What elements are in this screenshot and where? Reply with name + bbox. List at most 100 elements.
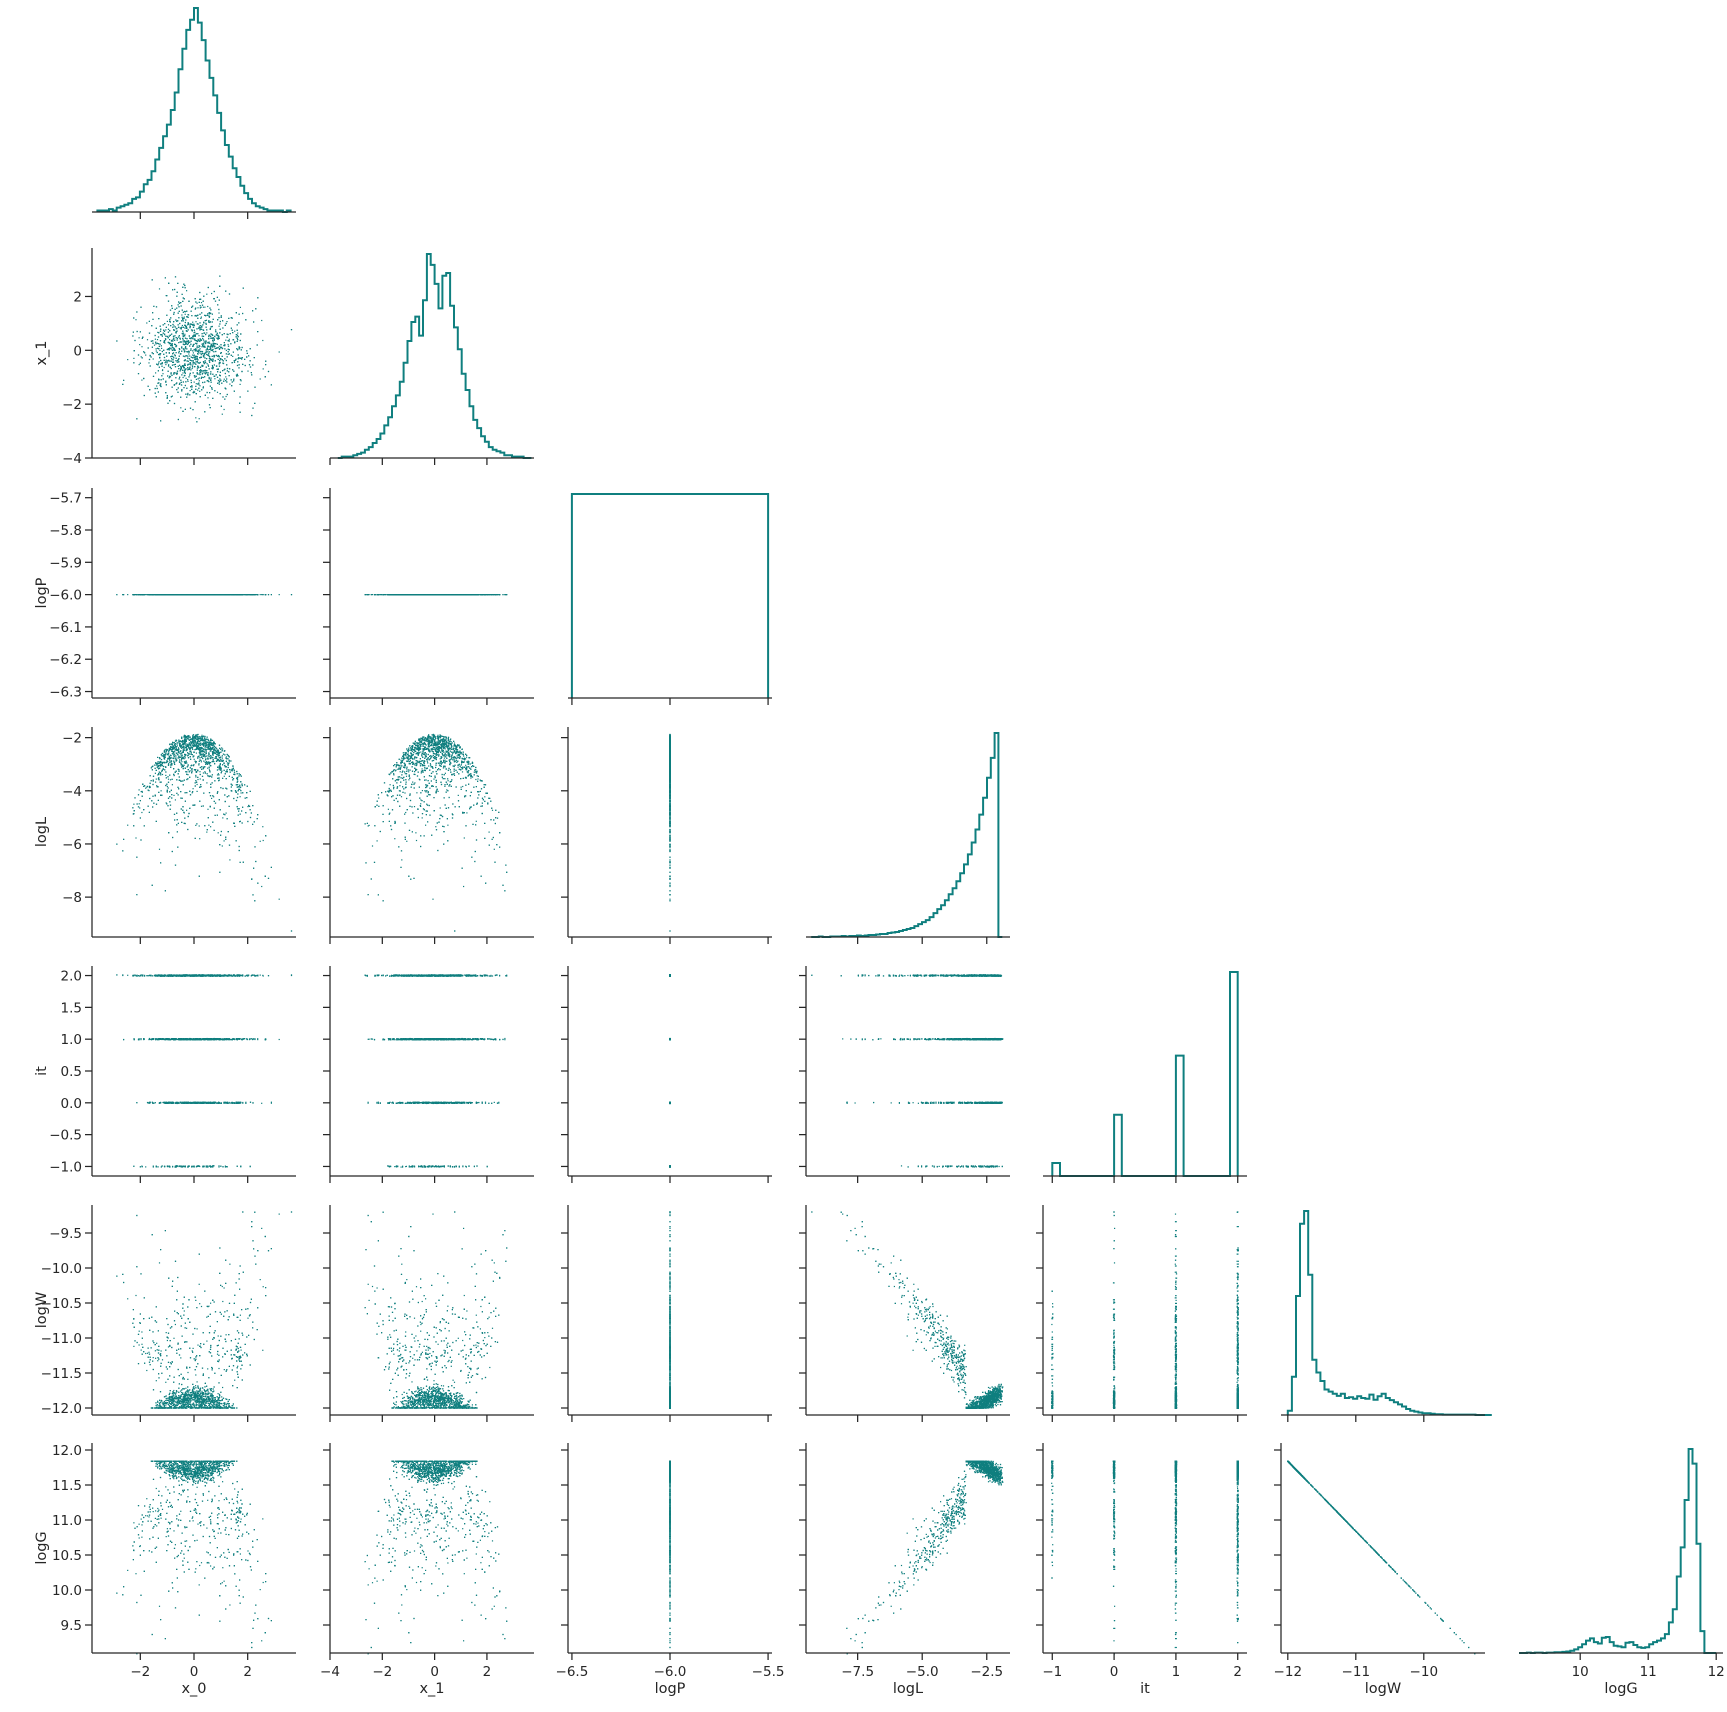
scatter-point [188, 329, 189, 330]
scatter-point [211, 293, 212, 294]
scatter-point [228, 351, 229, 352]
scatter-point [159, 288, 160, 289]
scatter-point [203, 322, 204, 323]
scatter-point [164, 331, 165, 332]
scatter-point [205, 341, 206, 342]
scatter-point [175, 360, 176, 361]
scatter-point [184, 360, 185, 361]
scatter-point [188, 343, 189, 344]
scatter-point [237, 365, 238, 366]
scatter-point [173, 325, 174, 326]
scatter-point [265, 364, 266, 365]
scatter-point [222, 359, 223, 360]
scatter-point [215, 360, 216, 361]
scatter-point [164, 323, 165, 324]
scatter-point [226, 364, 227, 365]
scatter-point [262, 340, 263, 341]
scatter-point [192, 368, 193, 369]
scatter-point [189, 342, 190, 343]
scatter-layer [116, 276, 1475, 1655]
scatter-point [136, 311, 137, 312]
scatter-point [205, 334, 206, 335]
scatter-point [239, 314, 240, 315]
scatter-point [188, 353, 189, 354]
scatter-point [206, 372, 207, 373]
scatter-point [216, 347, 217, 348]
scatter-point [194, 332, 195, 333]
scatter-point [150, 355, 151, 356]
scatter-point [219, 360, 220, 361]
scatter-point [240, 307, 241, 308]
scatter-point [203, 344, 204, 345]
scatter-point [192, 322, 193, 323]
scatter-point [216, 334, 217, 335]
scatter-point [175, 332, 176, 333]
scatter-point [180, 397, 181, 398]
scatter-point [160, 420, 161, 421]
scatter-point [189, 345, 190, 346]
scatter-point [165, 277, 166, 278]
scatter-point [185, 381, 186, 382]
scatter-point [250, 348, 251, 349]
scatter-point [166, 352, 167, 353]
scatter-point [166, 384, 167, 385]
scatter-point [197, 318, 198, 319]
scatter-point [192, 409, 193, 410]
scatter-point [224, 379, 225, 380]
scatter-point [171, 348, 172, 349]
scatter-point [202, 344, 203, 345]
scatter-point [226, 396, 227, 397]
scatter-point [204, 376, 205, 377]
scatter-point [197, 368, 198, 369]
scatter-point [187, 394, 188, 395]
scatter-point [160, 331, 161, 332]
scatter-point [198, 328, 199, 329]
scatter-point [210, 338, 211, 339]
scatter-point [185, 385, 186, 386]
scatter-point [171, 356, 172, 357]
scatter-point [209, 360, 210, 361]
scatter-point [168, 366, 169, 367]
scatter-point [200, 372, 201, 373]
scatter-point [194, 355, 195, 356]
scatter-point [163, 324, 164, 325]
scatter-point [203, 307, 204, 308]
scatter-point [183, 381, 184, 382]
scatter-point [234, 331, 235, 332]
scatter-point [196, 379, 197, 380]
scatter-point [217, 297, 218, 298]
scatter-point [155, 339, 156, 340]
scatter-point [253, 321, 254, 322]
scatter-point [158, 363, 159, 364]
scatter-point [139, 344, 140, 345]
scatter-point [252, 364, 253, 365]
scatter-point [206, 324, 207, 325]
scatter-point [200, 351, 201, 352]
scatter-point [185, 338, 186, 339]
scatter-point [179, 377, 180, 378]
scatter-point [201, 346, 202, 347]
scatter-point [207, 355, 208, 356]
scatter-point [205, 373, 206, 374]
scatter-point [197, 353, 198, 354]
scatter-point [178, 337, 179, 338]
scatter-point [171, 334, 172, 335]
scatter-point [265, 361, 266, 362]
scatter-point [219, 363, 220, 364]
scatter-point [160, 363, 161, 364]
scatter-point [186, 338, 187, 339]
scatter-point [193, 344, 194, 345]
scatter-point [216, 366, 217, 367]
scatter-point [184, 340, 185, 341]
scatter-point [183, 365, 184, 366]
scatter-point [158, 318, 159, 319]
scatter-point [176, 337, 177, 338]
scatter-point [210, 336, 211, 337]
scatter-point [212, 356, 213, 357]
scatter-point [219, 362, 220, 363]
scatter-point [242, 357, 243, 358]
scatter-point [158, 370, 159, 371]
scatter-point [210, 348, 211, 349]
scatter-point [190, 373, 191, 374]
scatter-point [116, 340, 117, 341]
